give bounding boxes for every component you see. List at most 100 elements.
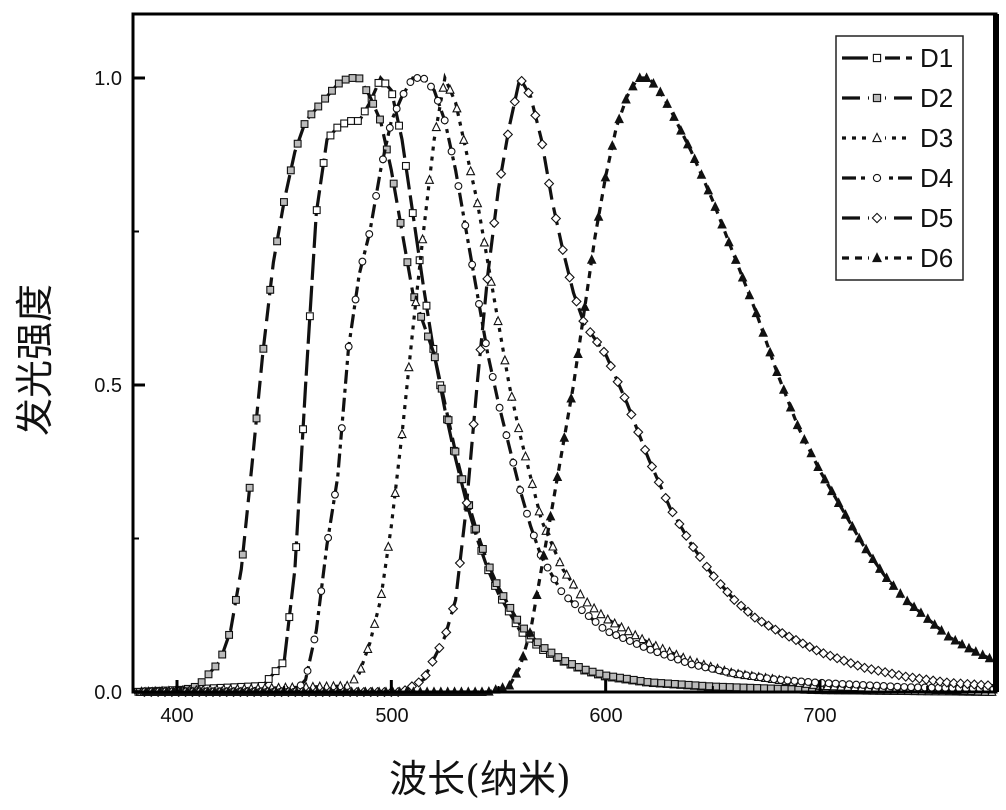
data-point bbox=[778, 384, 789, 394]
data-point bbox=[383, 541, 394, 551]
data-point bbox=[609, 617, 620, 628]
data-point bbox=[588, 667, 597, 676]
data-point bbox=[278, 659, 287, 668]
data-point bbox=[868, 553, 878, 564]
data-point bbox=[543, 563, 552, 572]
data-point bbox=[392, 104, 401, 113]
data-point bbox=[413, 677, 424, 688]
data-point bbox=[735, 670, 744, 679]
legend: D1 D2 D3 D4 D5 D6 bbox=[835, 35, 964, 281]
data-point bbox=[468, 419, 479, 430]
data-point bbox=[872, 132, 882, 143]
data-point bbox=[441, 627, 452, 638]
data-point bbox=[785, 401, 796, 412]
data-point bbox=[264, 675, 273, 683]
data-point bbox=[861, 543, 871, 554]
data-point bbox=[742, 606, 754, 617]
data-point bbox=[410, 296, 421, 307]
data-point bbox=[859, 680, 868, 689]
data-point bbox=[872, 93, 882, 103]
data-point bbox=[831, 679, 840, 688]
data-point bbox=[334, 79, 343, 88]
data-point bbox=[680, 658, 689, 666]
data-point bbox=[266, 285, 275, 294]
data-point bbox=[314, 102, 323, 111]
data-point bbox=[643, 678, 652, 686]
data-point bbox=[550, 213, 562, 224]
data-point bbox=[561, 569, 572, 579]
data-point bbox=[472, 197, 483, 208]
data-point bbox=[636, 676, 645, 685]
data-point bbox=[600, 171, 611, 182]
data-point bbox=[396, 218, 405, 227]
data-point bbox=[550, 575, 559, 584]
data-point bbox=[756, 673, 765, 682]
data-point bbox=[886, 668, 898, 679]
data-point bbox=[475, 300, 483, 308]
data-point bbox=[852, 680, 861, 689]
data-point bbox=[701, 561, 713, 572]
data-point bbox=[718, 682, 727, 691]
data-point bbox=[872, 252, 882, 263]
data-point bbox=[571, 296, 582, 307]
data-point bbox=[708, 571, 719, 582]
data-point bbox=[451, 447, 460, 456]
data-point bbox=[866, 664, 877, 675]
legend-item-d5 bbox=[842, 211, 912, 225]
data-point bbox=[664, 679, 672, 688]
data-point bbox=[639, 642, 648, 651]
data-point bbox=[555, 556, 565, 567]
data-point bbox=[724, 236, 734, 247]
data-point bbox=[321, 94, 330, 103]
data-point bbox=[461, 221, 470, 230]
data-point bbox=[356, 663, 366, 673]
data-point bbox=[271, 667, 280, 676]
data-point bbox=[669, 111, 679, 121]
data-point bbox=[502, 431, 511, 440]
data-point bbox=[369, 99, 378, 108]
data-point bbox=[674, 518, 685, 530]
data-point bbox=[591, 336, 603, 348]
data-point bbox=[577, 606, 586, 615]
data-point bbox=[923, 613, 933, 623]
data-point bbox=[530, 110, 541, 121]
data-point bbox=[417, 233, 428, 244]
data-point bbox=[777, 628, 788, 639]
data-point bbox=[424, 174, 435, 184]
data-point bbox=[826, 485, 837, 496]
data-point bbox=[372, 191, 381, 200]
data-point bbox=[941, 677, 953, 688]
data-point bbox=[614, 113, 624, 124]
data-point bbox=[238, 550, 247, 559]
data-point bbox=[975, 679, 987, 691]
data-point bbox=[820, 473, 830, 484]
data-point bbox=[628, 80, 638, 91]
data-point bbox=[499, 592, 508, 601]
data-point bbox=[971, 646, 981, 656]
data-point bbox=[742, 671, 751, 680]
data-point bbox=[440, 116, 449, 125]
data-point bbox=[879, 667, 891, 678]
data-point bbox=[341, 75, 350, 84]
data-point bbox=[797, 638, 809, 649]
data-point bbox=[403, 258, 412, 267]
data-point bbox=[557, 587, 566, 596]
data-point bbox=[575, 588, 586, 599]
data-point bbox=[625, 637, 634, 645]
data-point bbox=[694, 551, 706, 563]
data-point bbox=[783, 676, 792, 685]
data-point bbox=[696, 169, 707, 179]
data-point bbox=[385, 123, 394, 132]
data-point bbox=[324, 533, 333, 542]
data-point bbox=[840, 509, 851, 519]
data-point bbox=[337, 424, 346, 433]
data-point bbox=[982, 680, 994, 691]
data-point bbox=[543, 178, 555, 189]
data-point bbox=[616, 673, 624, 682]
data-point bbox=[598, 623, 607, 632]
data-point bbox=[509, 458, 518, 467]
data-point bbox=[538, 550, 549, 560]
data-point bbox=[571, 600, 579, 609]
data-point bbox=[513, 422, 524, 433]
data-point bbox=[874, 563, 885, 573]
